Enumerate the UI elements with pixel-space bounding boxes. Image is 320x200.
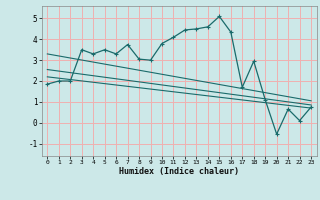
X-axis label: Humidex (Indice chaleur): Humidex (Indice chaleur)	[119, 167, 239, 176]
